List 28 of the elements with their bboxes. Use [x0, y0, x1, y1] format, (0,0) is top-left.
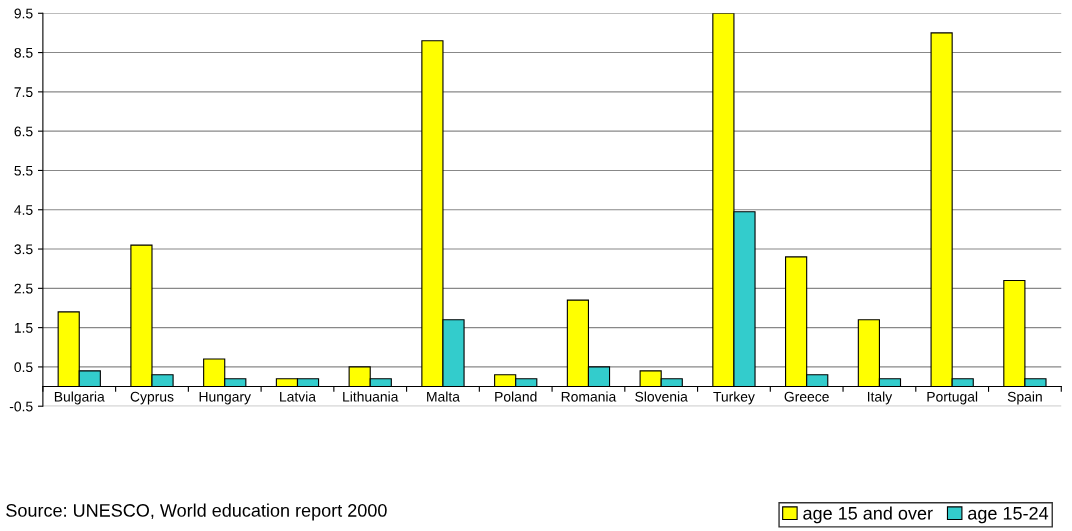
y-tick-label: 4.5	[14, 205, 33, 215]
x-tick-label: Latvia	[280, 391, 317, 402]
y-tick-label: 6.5	[14, 126, 33, 137]
y-tick-label: 5.5	[14, 165, 33, 176]
x-tick-label: Lithuania	[343, 391, 399, 402]
y-tick-label: -0.5	[9, 401, 33, 412]
x-tick-label: Romania	[561, 391, 617, 402]
x-tick-label: Italy	[867, 391, 893, 405]
x-tick-label: Hungary	[199, 391, 251, 405]
y-tick-label: 9.5	[14, 8, 33, 19]
legend-label: age 15 and over	[803, 506, 933, 524]
source-note: Source: UNESCO, World education report 2000	[6, 503, 387, 521]
x-tick-label: Greece	[784, 391, 829, 402]
y-tick-label: 2.5	[14, 283, 33, 294]
y-tick-label: 3.5	[14, 244, 33, 255]
x-tick-label: Portugal	[927, 391, 978, 405]
y-tick-label: 1.5	[14, 323, 33, 333]
x-tick-label: Slovenia	[635, 391, 688, 402]
x-tick-label: Cyprus	[130, 391, 174, 405]
x-tick-label: Malta	[427, 391, 460, 402]
y-tick-label: 8.5	[14, 47, 33, 58]
x-tick-label: Bulgaria	[54, 391, 105, 405]
y-tick-label: 7.5	[14, 87, 33, 98]
x-tick-label: Poland	[495, 391, 537, 402]
legend-label: age 15-24	[968, 506, 1049, 524]
y-tick-label: 0.5	[14, 362, 33, 373]
x-tick-label: Spain	[1007, 391, 1042, 405]
x-tick-label: Turkey	[713, 391, 755, 405]
